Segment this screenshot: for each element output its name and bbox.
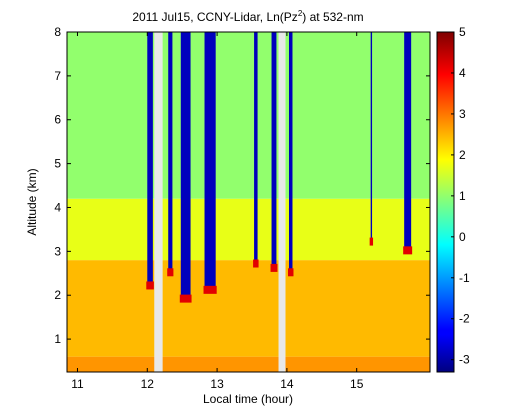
cloud-column-4: [254, 32, 258, 265]
cloud-column-2: [180, 32, 191, 300]
y-tick-label: 1: [54, 332, 61, 346]
colorbar-tick-label: -3: [459, 353, 470, 367]
colorbar-tick-label: 0: [459, 230, 466, 244]
cloud-base-6: [287, 268, 294, 277]
cloud-column-1: [168, 32, 173, 274]
colorbar-tick-label: 2: [459, 148, 466, 162]
y-tick-label: 3: [54, 244, 61, 258]
y-tick-label: 6: [54, 113, 61, 127]
colorbar-tick-label: -2: [459, 312, 470, 326]
x-axis: 11 12 13 14 15: [71, 32, 364, 391]
layer-2: [67, 198, 430, 261]
chart-title: 2011 Jul15, CCNY-Lidar, Ln(Pz2) at 532-n…: [132, 9, 363, 24]
colorbar-tick-label: 5: [459, 25, 466, 39]
cloud-base-8: [403, 246, 413, 255]
cloud-base-3: [203, 285, 217, 294]
layer-3: [67, 32, 430, 199]
x-tick-label: 13: [210, 377, 224, 391]
x-tick-label: 12: [141, 377, 155, 391]
cloud-base-2: [179, 294, 192, 303]
colorbar-axis: -3 -2 -1 0 1 2 3 4 5: [451, 25, 470, 367]
cloud-base-7: [369, 237, 374, 246]
colorbar-tick-label: 3: [459, 107, 466, 121]
x-tick-label: 14: [280, 377, 294, 391]
y-tick-label: 2: [54, 288, 61, 302]
x-tick-label: 15: [350, 377, 364, 391]
y-axis: 1 2 3 4 5 6 7 8: [54, 25, 430, 346]
data-gap-0: [154, 32, 163, 372]
colorbar-tick-label: 1: [459, 189, 466, 203]
y-axis-label: Altitude (km): [25, 168, 39, 235]
y-tick-label: 7: [54, 69, 61, 83]
data-gap-1: [278, 32, 286, 372]
cloud-column-5: [271, 32, 277, 269]
colorbar: [436, 31, 455, 373]
plot-area: [67, 32, 430, 372]
cloud-column-6: [288, 32, 293, 274]
y-tick-label: 5: [54, 157, 61, 171]
x-tick-label: 11: [71, 377, 84, 391]
colorbar-tick-label: -1: [459, 271, 470, 285]
y-tick-label: 8: [54, 25, 61, 39]
cloud-column-8: [404, 32, 412, 252]
cloud-base-1: [167, 268, 174, 277]
layer-0: [67, 356, 430, 372]
cloud-column-7: [370, 32, 373, 243]
x-axis-label: Local time (hour): [203, 392, 293, 406]
cloud-base-5: [270, 263, 278, 272]
colorbar-tick-label: 4: [459, 66, 466, 80]
cloud-base-0: [146, 281, 154, 290]
cloud-base-4: [253, 259, 259, 268]
layer-1: [67, 260, 430, 357]
cloud-column-3: [204, 32, 216, 291]
cloud-column-0: [147, 32, 153, 287]
plot-frame: [66, 31, 431, 373]
y-tick-label: 4: [54, 200, 61, 214]
